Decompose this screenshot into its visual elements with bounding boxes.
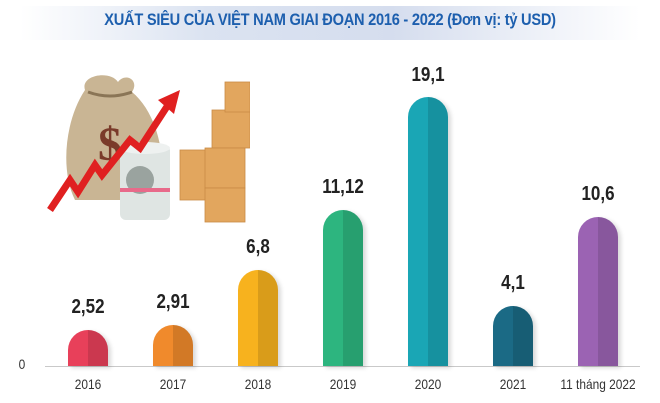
bar-2019 [323, 210, 363, 366]
data-label-2018: 6,8 [246, 236, 270, 258]
x-axis-baseline [45, 366, 640, 367]
x-label-11-thang-2022: 11 tháng 2022 [560, 376, 636, 392]
data-label-2020: 19,1 [411, 64, 445, 86]
x-label-2018: 2018 [244, 376, 272, 392]
data-label-2017: 2,91 [156, 291, 190, 313]
cardboard-boxes-icon [179, 81, 250, 223]
x-label-2016: 2016 [74, 376, 102, 392]
chart-title: XUẤT SIÊU CỦA VIỆT NAM GIAI ĐOẠN 2016 - … [104, 10, 556, 29]
data-label-2022: 10,6 [581, 183, 615, 205]
bar-2017 [153, 325, 193, 366]
bar-2021 [493, 306, 533, 366]
x-label-2020: 2020 [414, 376, 442, 392]
y-axis-zero-label: 0 [18, 356, 26, 372]
title-band [20, 6, 640, 40]
x-label-2019: 2019 [329, 376, 357, 392]
data-label-2016: 2,52 [71, 296, 105, 318]
red-rising-arrow-icon [47, 90, 180, 212]
bar-11-thang-2022 [578, 217, 618, 366]
bar-2016 [68, 330, 108, 366]
data-label-2021: 4,1 [501, 272, 525, 294]
x-label-2021: 2021 [499, 376, 527, 392]
x-label-2017: 2017 [159, 376, 187, 392]
dollar-roll-icon [120, 142, 170, 220]
trade-illustration: $ [47, 75, 250, 223]
data-label-2019: 11,12 [322, 176, 364, 198]
bar-2020 [408, 97, 448, 366]
bar-2018 [238, 270, 278, 366]
